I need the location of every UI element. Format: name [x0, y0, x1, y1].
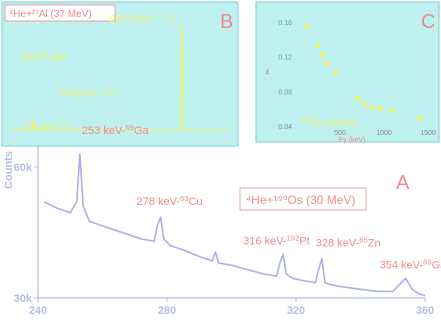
main-axes: 24028032036030k60k90kCounts — [3, 14, 434, 317]
inset-c-y-tick-label: 0.04 — [278, 124, 292, 131]
inset-c-data-point — [362, 101, 368, 107]
x-tick-label: 320 — [287, 305, 305, 317]
inset-c-data-point — [324, 61, 330, 67]
inset-c-data-point — [319, 52, 325, 58]
reaction-title-box — [239, 187, 367, 211]
inset-c-data-point — [369, 104, 376, 110]
y-tick-label: 60k — [14, 162, 33, 174]
inset-b-annotation: 478 keV-7Li — [22, 121, 73, 133]
inset-c-y-tick-label: 0.16 — [278, 20, 292, 27]
peak-label: 278 keV-63Cu — [137, 194, 203, 208]
inset-c-y-tick-label: 0.08 — [278, 89, 292, 96]
spectrum-line — [44, 153, 426, 297]
peak-label: 253 keV-69Ga — [82, 123, 150, 137]
peak-label: 316 keV-192Pt — [243, 233, 310, 247]
inset-b-title-box — [4, 4, 116, 22]
x-tick-label: 240 — [29, 305, 47, 317]
main-labels: 253 keV-69Ga 278 keV-63Cu 316 keV-192Pt 328… — [82, 123, 441, 272]
inset-c-x-axis-title: Eγ (keV) — [339, 137, 366, 144]
inset-b-peak-980 — [179, 23, 185, 131]
y-axis-title: Counts — [3, 151, 15, 189]
inset-c-data-point — [389, 107, 395, 113]
x-tick-label: 280 — [158, 305, 176, 317]
inset-b-annotation: 980.5 keV - 7Li — [110, 13, 176, 25]
inset-c-x-tick-label: 500 — [334, 130, 346, 137]
reaction-title: ⁴He+¹⁹⁰Os (30 MeV) — [246, 193, 355, 207]
y-tick-label: 30k — [14, 293, 33, 305]
inset-c-x-tick-label: 1500 — [420, 130, 436, 137]
inset-c-data-point — [355, 95, 361, 101]
inset-c-data-point — [304, 23, 311, 29]
peak-label: 354 keV-69Ga — [380, 257, 441, 271]
inset-b-peak-478 — [31, 120, 35, 131]
inset-c-data-point — [417, 115, 423, 121]
inset-c-x-tick-label: 1000 — [376, 130, 392, 137]
panel-label-a: A — [396, 172, 410, 194]
panel-label-c: C — [421, 11, 435, 33]
inset-b-background — [1, 1, 239, 147]
main-plot-area — [44, 153, 426, 297]
inset-c-background — [255, 1, 440, 143]
inset-c-data-point — [315, 42, 321, 49]
inset-b-annotation: 4He(p,p+->⁷Li — [57, 87, 117, 99]
inset-b-title: ⁴He+²⁷Al (37 MeV) — [9, 9, 92, 20]
x-tick-label: 360 — [416, 305, 434, 317]
peak-label: 328 keV-65Zn — [316, 236, 381, 250]
inset-panel-c: 0.16 0.12 0.08 0.04 500 1000 1500 Eγ (keV) ε 152E… — [255, 1, 440, 144]
inset-c-y-tick-label: 0.12 — [278, 55, 292, 62]
panel-label-b: B — [220, 11, 233, 33]
inset-c-source-label: 152Eu source — [300, 117, 357, 129]
inset-c-data-point — [333, 69, 339, 75]
inset-c-data-point — [377, 106, 384, 112]
inset-c-y-axis-title: ε — [266, 67, 270, 76]
inset-b-annotation: 5x104 pps — [22, 51, 67, 63]
inset-panel-b: ⁴He+²⁷Al (37 MeV) 980.5 keV - 7Li 5x104 pp… — [1, 1, 239, 147]
